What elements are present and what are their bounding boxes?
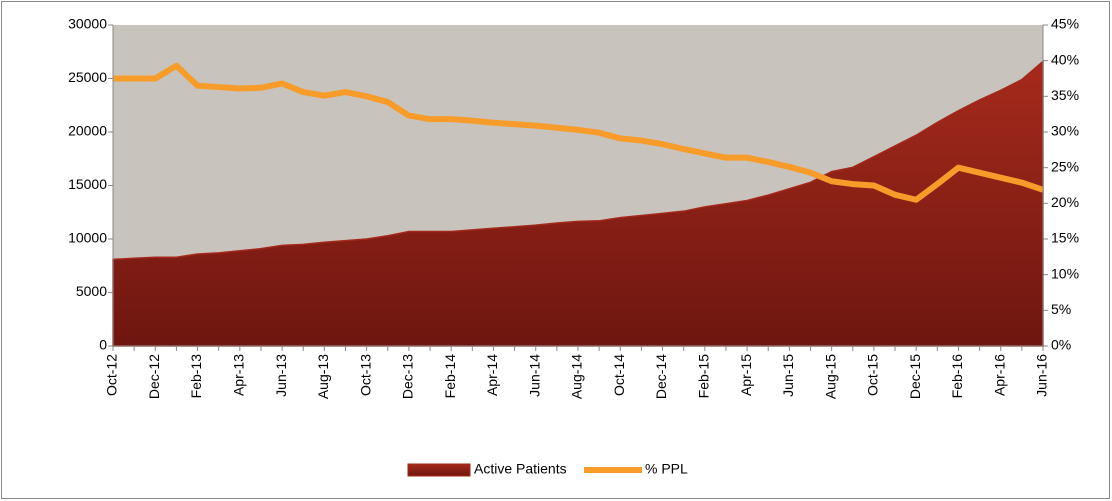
area (112, 59, 1044, 347)
legend-label: Active Patients (474, 461, 567, 477)
line (113, 62, 1044, 203)
x-tick-label: Apr-16 (991, 354, 1007, 396)
x-tick-label: Dec-15 (907, 354, 923, 399)
x-tick-label: Aug-15 (822, 354, 838, 399)
x-tick-label: Jun-14 (526, 354, 542, 397)
y-tick-label: 5000 (76, 283, 107, 299)
y2-tick-label: 0% (1051, 337, 1071, 353)
x-tick-label: Jun-15 (780, 354, 796, 397)
x-tick-label: Dec-12 (146, 354, 162, 399)
x-tick-label: Oct-13 (357, 354, 373, 396)
x-tick-label: Jun-16 (1034, 354, 1050, 397)
y2-tick-label: 25% (1051, 158, 1079, 174)
x-tick-label: Dec-13 (400, 354, 416, 399)
x-tick-label: Oct-15 (865, 354, 881, 396)
x-tick-label: Feb-15 (696, 354, 712, 399)
y-tick-label: 30000 (68, 16, 107, 32)
x-tick-label: Feb-13 (188, 354, 204, 399)
y2-tick-label: 15% (1051, 230, 1079, 246)
y-tick-label: 20000 (68, 123, 107, 139)
x-tick-label: Jun-13 (273, 354, 289, 397)
y2-tick-label: 40% (1051, 51, 1079, 67)
x-tick-label: Oct-12 (104, 354, 120, 396)
x-tick-label: Oct-14 (611, 354, 627, 396)
legend-label: % PPL (645, 461, 688, 477)
x-tick-label: Aug-14 (569, 354, 585, 399)
y-tick-label: 25000 (68, 69, 107, 85)
y2-tick-label: 20% (1051, 194, 1079, 210)
y-tick-label: 10000 (68, 230, 107, 246)
legend-swatch (407, 463, 471, 477)
x-tick-label: Dec-14 (653, 354, 669, 399)
y2-tick-label: 30% (1051, 123, 1079, 139)
y2-tick-label: 10% (1051, 265, 1079, 281)
x-tick-label: Feb-14 (442, 354, 458, 399)
y2-tick-label: 35% (1051, 87, 1079, 103)
y-tick-label: 15000 (68, 176, 107, 192)
x-tick-label: Apr-14 (484, 354, 500, 396)
y-tick-label: 0 (99, 337, 107, 353)
x-tick-label: Apr-13 (231, 354, 247, 396)
y2-tick-label: 5% (1051, 301, 1071, 317)
x-tick-label: Aug-13 (315, 354, 331, 399)
x-tick-label: Feb-16 (949, 354, 965, 399)
y2-tick-label: 45% (1051, 16, 1079, 32)
x-tick-label: Apr-15 (738, 354, 754, 396)
